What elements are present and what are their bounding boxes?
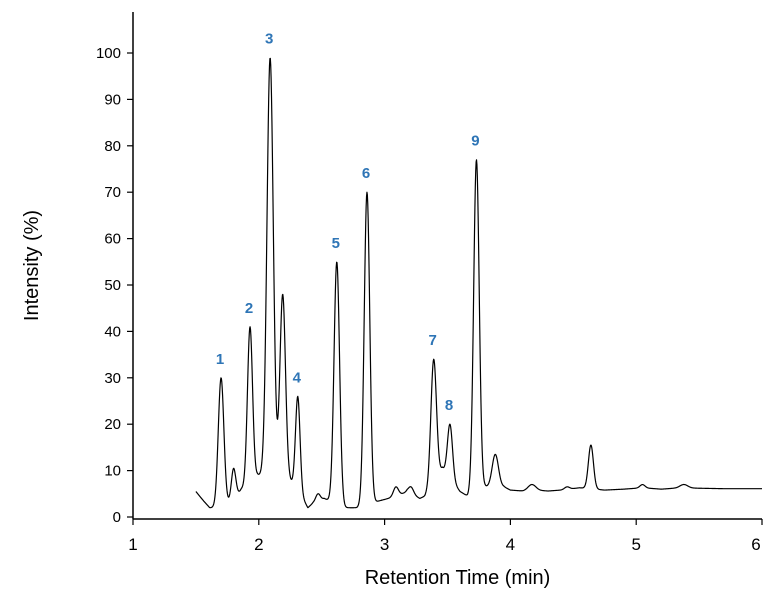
peak-label-2: 2 bbox=[245, 300, 253, 317]
y-tick-label: 10 bbox=[104, 463, 121, 480]
y-ticks: 0 10 20 30 40 50 60 70 80 90 100 bbox=[96, 45, 133, 526]
y-tick-label: 100 bbox=[96, 45, 121, 62]
peak-label-6: 6 bbox=[362, 165, 370, 182]
y-tick-label: 80 bbox=[104, 138, 121, 155]
peak-label-7: 7 bbox=[428, 332, 436, 349]
peak-label-4: 4 bbox=[293, 369, 302, 386]
axes bbox=[132, 12, 762, 520]
x-axis-title: Retention Time (min) bbox=[365, 567, 551, 589]
peak-labels: 1 2 3 4 5 6 7 8 9 bbox=[216, 31, 480, 415]
y-tick-label: 20 bbox=[104, 416, 121, 433]
x-ticks: 1 2 3 4 5 6 bbox=[128, 519, 763, 554]
chromatogram-trace bbox=[195, 57, 763, 509]
peak-label-9: 9 bbox=[471, 133, 479, 150]
y-tick-label: 40 bbox=[104, 323, 121, 340]
y-tick-label: 90 bbox=[104, 91, 121, 108]
peak-label-1: 1 bbox=[216, 351, 224, 368]
x-tick-label: 3 bbox=[380, 535, 389, 554]
y-axis-title: Intensity (%) bbox=[21, 210, 43, 321]
peak-label-5: 5 bbox=[332, 235, 340, 252]
peak-label-8: 8 bbox=[445, 397, 453, 414]
x-tick-label: 5 bbox=[631, 535, 640, 554]
x-tick-label: 2 bbox=[254, 535, 263, 554]
y-tick-label: 30 bbox=[104, 370, 121, 387]
y-tick-label: 0 bbox=[113, 509, 121, 526]
peak-label-3: 3 bbox=[265, 31, 273, 48]
x-tick-label: 6 bbox=[751, 535, 760, 554]
y-tick-label: 70 bbox=[104, 184, 121, 201]
y-tick-label: 50 bbox=[104, 277, 121, 294]
y-tick-label: 60 bbox=[104, 231, 121, 248]
x-tick-label: 4 bbox=[506, 535, 515, 554]
x-tick-label: 1 bbox=[128, 535, 137, 554]
